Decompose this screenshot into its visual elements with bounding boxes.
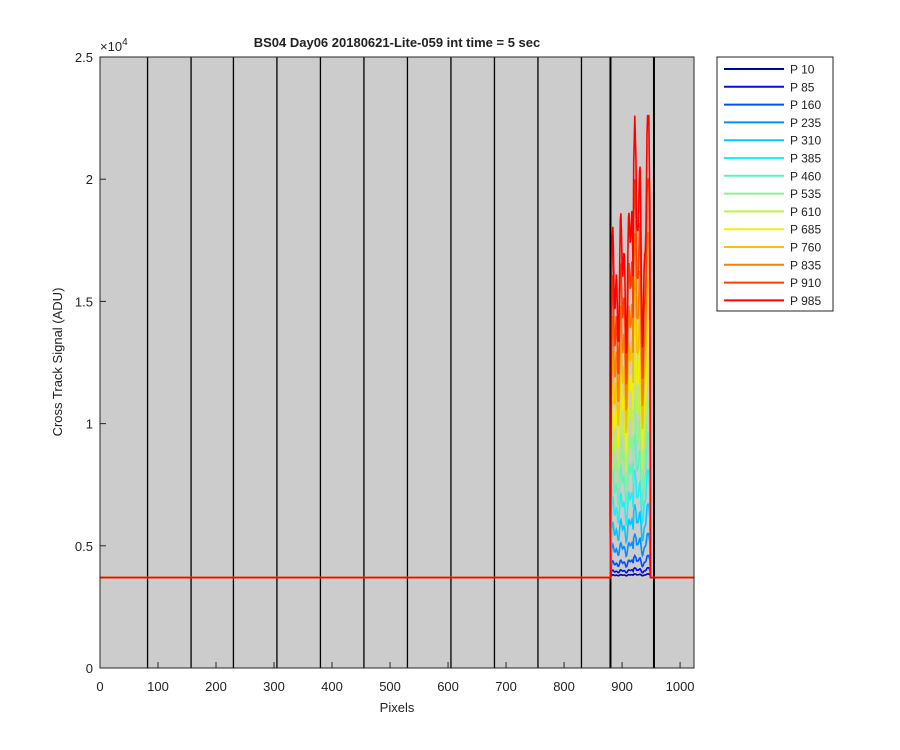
legend-label: P 85 (790, 80, 815, 94)
legend-label: P 535 (790, 187, 821, 201)
x-tick-label: 500 (379, 679, 401, 694)
series-line-p-685 (100, 320, 694, 579)
series-group (100, 114, 694, 579)
y-axis: 0 0.5 1 1.5 2 2.5 (75, 50, 106, 676)
y-axis-exponent: ×104 (100, 37, 128, 54)
y-tick-label: 0.5 (75, 539, 93, 554)
x-tick-label: 300 (263, 679, 285, 694)
x-tick-label: 200 (205, 679, 227, 694)
x-tick-label: 700 (495, 679, 517, 694)
legend-box (716, 56, 834, 312)
legend-label: P 610 (790, 205, 821, 219)
y-axis-label: Cross Track Signal (ADU) (50, 288, 65, 437)
x-tick-label: 600 (437, 679, 459, 694)
series-line-p-460 (100, 432, 694, 579)
legend-label: P 985 (790, 294, 821, 308)
legend-label: P 385 (790, 152, 821, 166)
plot-frame (99, 56, 695, 669)
legend-label: P 10 (790, 63, 815, 77)
legend-label: P 910 (790, 276, 821, 290)
x-tick-label: 900 (611, 679, 633, 694)
x-tick-label: 1000 (666, 679, 695, 694)
series-line-p-610 (100, 359, 694, 579)
y-tick-label: 2.5 (75, 50, 93, 65)
plot-area (100, 57, 694, 668)
y-tick-label: 1 (86, 417, 93, 432)
x-tick-label: 0 (96, 679, 103, 694)
series-line-p-385 (100, 469, 694, 579)
vertical-gridlines-group (146, 57, 655, 668)
series-line-p-985 (100, 114, 694, 579)
legend-label: P 685 (790, 223, 821, 237)
legend-label: P 835 (790, 258, 821, 272)
legend: P 10 P 85 P 160 P 235 P 310 P 385 P 460 P 535 P … (716, 56, 834, 312)
series-line-p-235 (100, 532, 694, 579)
series-line-p-910 (100, 178, 694, 579)
legend-label: P 310 (790, 134, 821, 148)
legend-label: P 160 (790, 98, 821, 112)
series-line-p-10 (100, 573, 694, 579)
y-tick-label: 0 (86, 661, 93, 676)
legend-label: P 760 (790, 241, 821, 255)
x-axis: 0 100 200 300 400 500 600 700 800 900 1000 (96, 662, 695, 694)
legend-label: P 235 (790, 116, 821, 130)
x-tick-label: 100 (147, 679, 169, 694)
series-line-p-535 (100, 398, 694, 579)
chart-title: BS04 Day06 20180621-Lite-059 int time = … (254, 35, 541, 50)
series-line-p-310 (100, 503, 694, 579)
x-tick-label: 400 (321, 679, 343, 694)
legend-label: P 460 (790, 169, 821, 183)
series-line-p-160 (100, 553, 694, 579)
x-tick-label: 800 (553, 679, 575, 694)
y-tick-label: 1.5 (75, 294, 93, 309)
y-tick-label: 2 (86, 172, 93, 187)
x-axis-label: Pixels (380, 700, 415, 715)
series-line-p-85 (100, 566, 694, 579)
